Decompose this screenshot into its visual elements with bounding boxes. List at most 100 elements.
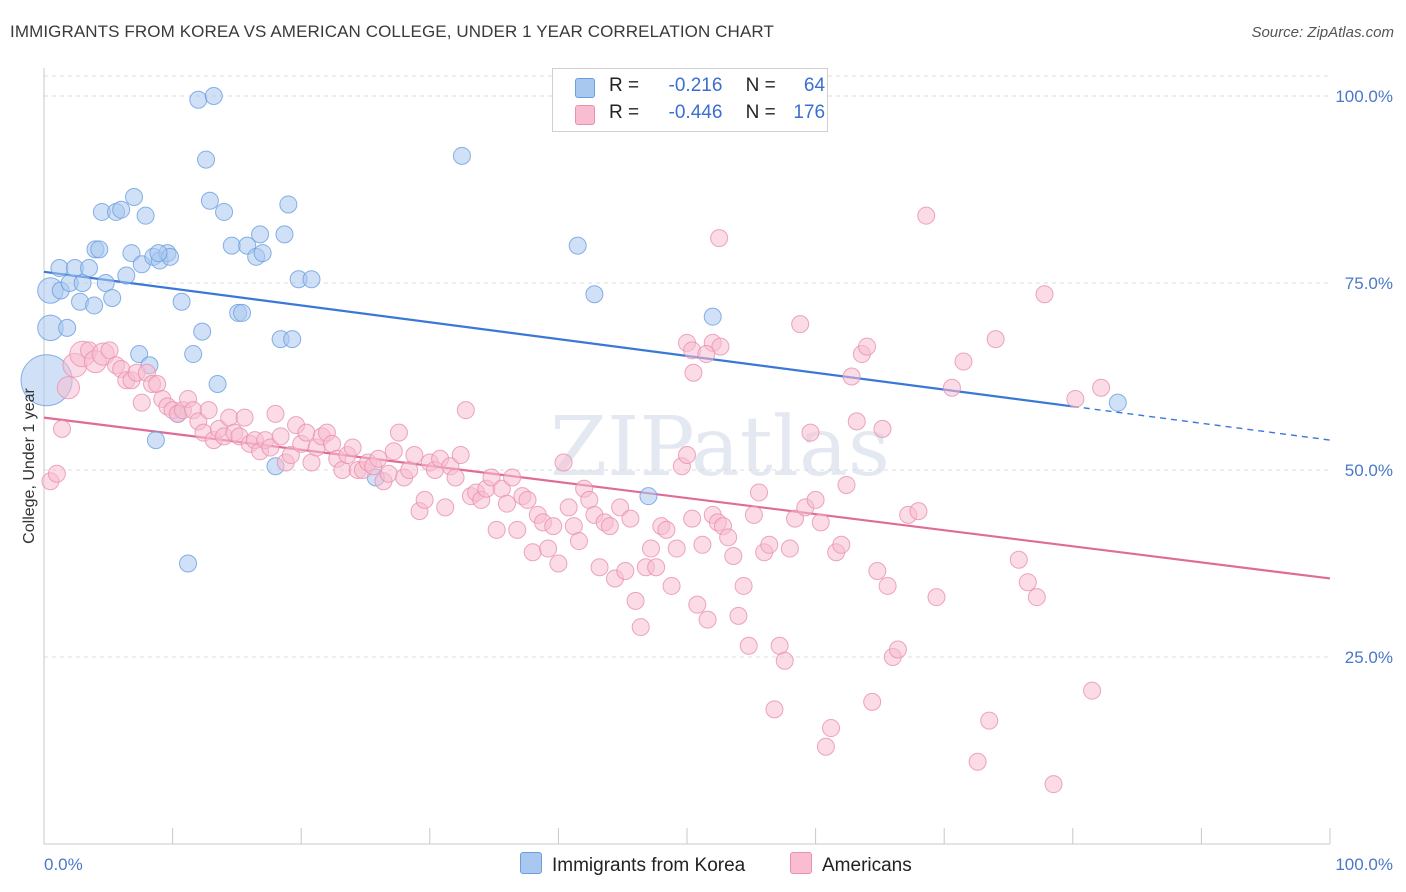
americans-point <box>549 554 568 573</box>
americans-point <box>132 393 151 412</box>
korea-point <box>149 244 168 263</box>
americans-point <box>333 461 352 479</box>
americans-point <box>590 558 609 577</box>
americans-point <box>775 651 794 670</box>
korea-point <box>112 200 131 219</box>
bottom-legend-americans: Americans <box>790 852 912 877</box>
americans-point <box>724 547 743 566</box>
americans-point <box>816 737 835 756</box>
americans-point <box>693 535 712 554</box>
axes <box>43 68 1331 845</box>
americans-point <box>297 423 316 442</box>
americans-point <box>539 539 558 558</box>
korea-point <box>172 292 191 311</box>
americans-point <box>688 595 707 614</box>
americans-point <box>647 558 666 577</box>
americans-point <box>1044 775 1063 794</box>
korea-point <box>136 206 155 225</box>
americans-point <box>56 376 80 400</box>
americans-point <box>1027 588 1046 607</box>
americans-point <box>100 341 119 360</box>
americans-point <box>281 446 300 465</box>
legend-n-value: 176 <box>793 102 826 123</box>
americans-point <box>199 401 218 420</box>
americans-point <box>487 520 506 539</box>
legend-r-value: -0.446 <box>668 102 723 123</box>
korea-point <box>146 431 165 450</box>
korea-point <box>80 259 99 278</box>
legend-n-label: N = <box>745 75 776 96</box>
korea-point <box>283 330 302 349</box>
americans-point <box>497 494 516 513</box>
tick-labels: 25.0% 50.0% 75.0% 100.0% 0.0% 100.0% <box>44 87 1393 874</box>
americans-point <box>801 423 820 442</box>
korea-point <box>85 296 104 315</box>
korea-point <box>585 285 604 304</box>
americans-point <box>446 468 465 487</box>
watermark: ZIPatlas <box>550 400 890 495</box>
americans-point <box>415 490 434 509</box>
legend-r-label: R = <box>609 102 640 123</box>
korea-point <box>275 225 294 244</box>
americans-point <box>405 446 424 465</box>
americans-point <box>863 692 882 711</box>
americans-point <box>734 576 753 595</box>
americans-point <box>806 490 825 509</box>
americans-point <box>888 640 907 659</box>
korea-point <box>1108 393 1127 412</box>
y-tick-label: 100.0% <box>1335 87 1393 106</box>
americans-point <box>662 576 681 595</box>
americans-point <box>954 352 973 371</box>
korea-trend-extension <box>1072 405 1331 441</box>
americans-point <box>544 517 563 536</box>
americans-point <box>786 509 805 528</box>
americans-point <box>822 719 841 738</box>
americans-point <box>456 401 475 420</box>
americans-point <box>909 502 928 521</box>
korea-point <box>73 274 92 292</box>
americans-point <box>770 636 789 655</box>
americans-point <box>683 509 702 528</box>
korea-point <box>184 345 203 364</box>
americans-point <box>739 636 758 655</box>
americans-point <box>1092 378 1111 397</box>
americans-point <box>729 606 748 625</box>
korea-point <box>253 244 272 263</box>
americans-point <box>1035 285 1054 304</box>
americans-point <box>980 711 999 730</box>
korea-point <box>103 288 122 307</box>
americans-point <box>554 453 573 472</box>
americans-point <box>508 520 527 539</box>
y-axis-label: College, Under 1 year <box>21 388 38 544</box>
americans-point <box>710 229 729 248</box>
americans-point <box>711 337 730 356</box>
americans-point <box>765 700 784 719</box>
americans-point <box>343 438 362 457</box>
americans-point <box>832 535 851 554</box>
korea-point <box>639 487 658 506</box>
americans-point <box>580 490 599 509</box>
americans-point <box>811 513 830 532</box>
americans-point <box>942 378 961 397</box>
americans-point <box>684 363 703 382</box>
americans-point <box>482 468 501 487</box>
americans-point <box>1018 573 1037 592</box>
americans-point <box>261 438 280 457</box>
korea-point <box>50 259 69 278</box>
bottom-legend-label-korea: Immigrants from Korea <box>552 855 746 876</box>
americans-point <box>631 618 650 637</box>
korea-point <box>58 318 77 337</box>
legend-n-value: 64 <box>803 75 826 96</box>
korea-point <box>208 374 227 393</box>
bottom-legend-swatch-americans <box>790 852 812 874</box>
americans-point <box>400 461 419 479</box>
americans-point <box>323 434 342 453</box>
americans-point <box>878 576 897 595</box>
americans-point <box>53 419 72 438</box>
korea-point <box>197 150 216 169</box>
y-tick-label: 25.0% <box>1345 648 1393 667</box>
americans-point <box>868 561 887 580</box>
korea-point <box>251 225 270 244</box>
americans-point <box>616 561 635 580</box>
